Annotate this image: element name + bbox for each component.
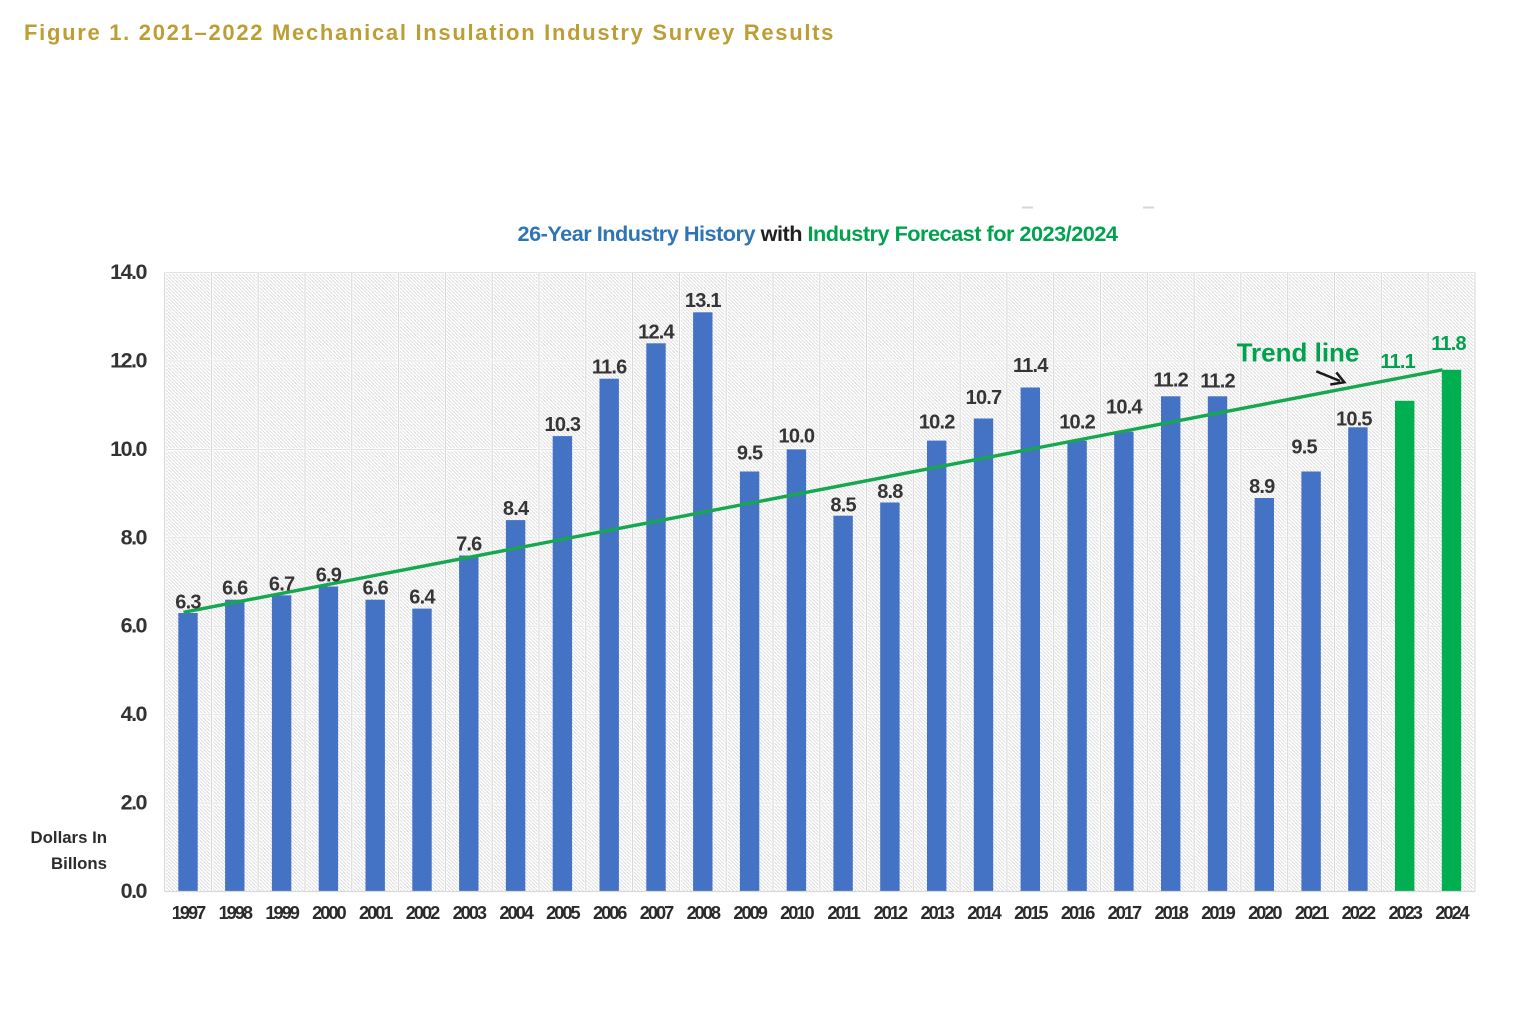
svg-text:9.5: 9.5 bbox=[1291, 437, 1317, 459]
svg-text:2001: 2001 bbox=[359, 903, 393, 923]
svg-text:2015: 2015 bbox=[1014, 903, 1048, 923]
svg-text:13.1: 13.1 bbox=[685, 290, 721, 312]
svg-text:2002: 2002 bbox=[406, 903, 440, 923]
svg-text:10.0: 10.0 bbox=[110, 437, 147, 461]
svg-text:2014: 2014 bbox=[967, 903, 1002, 923]
svg-text:26-Year Industry History with: 26-Year Industry History with Industry F… bbox=[518, 221, 1118, 246]
svg-text:Dollars In: Dollars In bbox=[31, 828, 107, 847]
svg-text:Figure 1. 2021–2022 Mechanical: Figure 1. 2021–2022 Mechanical Insulatio… bbox=[24, 20, 835, 45]
svg-text:11.4: 11.4 bbox=[1013, 355, 1049, 377]
svg-text:11.2: 11.2 bbox=[1153, 369, 1188, 391]
svg-text:Billons: Billons bbox=[51, 854, 107, 873]
svg-text:Trend line: Trend line bbox=[1237, 338, 1360, 368]
svg-text:0.0: 0.0 bbox=[121, 879, 148, 903]
svg-text:8.0: 8.0 bbox=[121, 525, 148, 549]
svg-text:11.2: 11.2 bbox=[1200, 370, 1235, 392]
svg-text:10.3: 10.3 bbox=[545, 414, 581, 436]
svg-text:4.0: 4.0 bbox=[121, 702, 148, 726]
svg-text:2013: 2013 bbox=[920, 903, 954, 923]
svg-text:6.6: 6.6 bbox=[362, 578, 388, 600]
svg-text:12.0: 12.0 bbox=[110, 349, 147, 373]
svg-text:8.4: 8.4 bbox=[503, 498, 530, 520]
svg-text:7.6: 7.6 bbox=[456, 534, 482, 556]
svg-text:6.9: 6.9 bbox=[316, 565, 342, 587]
svg-text:2005: 2005 bbox=[546, 903, 580, 923]
svg-text:6.6: 6.6 bbox=[222, 578, 248, 600]
svg-text:2009: 2009 bbox=[733, 903, 767, 923]
svg-text:11.6: 11.6 bbox=[592, 357, 627, 379]
svg-text:2020: 2020 bbox=[1248, 903, 1282, 923]
svg-text:2016: 2016 bbox=[1061, 903, 1095, 923]
svg-text:8.8: 8.8 bbox=[877, 481, 903, 503]
svg-text:10.2: 10.2 bbox=[919, 412, 955, 434]
svg-text:2000: 2000 bbox=[312, 903, 346, 923]
svg-text:6.4: 6.4 bbox=[409, 587, 436, 609]
svg-text:8.9: 8.9 bbox=[1249, 476, 1275, 498]
svg-text:10.2: 10.2 bbox=[1059, 412, 1095, 434]
svg-text:8.5: 8.5 bbox=[830, 495, 856, 517]
svg-text:2003: 2003 bbox=[453, 903, 487, 923]
svg-text:2022: 2022 bbox=[1342, 903, 1376, 923]
svg-text:2023: 2023 bbox=[1388, 903, 1422, 923]
svg-text:6.7: 6.7 bbox=[269, 573, 295, 595]
svg-text:14.0: 14.0 bbox=[110, 260, 147, 284]
svg-text:2021: 2021 bbox=[1295, 903, 1329, 923]
svg-text:2012: 2012 bbox=[874, 903, 908, 923]
svg-text:2007: 2007 bbox=[640, 903, 674, 923]
svg-text:1999: 1999 bbox=[265, 903, 299, 923]
svg-text:2017: 2017 bbox=[1108, 903, 1142, 923]
svg-text:2006: 2006 bbox=[593, 903, 627, 923]
svg-text:12.4: 12.4 bbox=[638, 321, 675, 343]
svg-text:2008: 2008 bbox=[687, 903, 721, 923]
svg-text:2024: 2024 bbox=[1435, 903, 1470, 923]
svg-text:2.0: 2.0 bbox=[121, 791, 148, 815]
svg-text:1998: 1998 bbox=[219, 903, 253, 923]
svg-text:2011: 2011 bbox=[827, 903, 860, 923]
svg-text:11.1: 11.1 bbox=[1380, 351, 1415, 373]
svg-text:2018: 2018 bbox=[1154, 903, 1188, 923]
svg-text:10.4: 10.4 bbox=[1106, 397, 1143, 419]
svg-text:10.5: 10.5 bbox=[1336, 408, 1372, 430]
svg-text:6.3: 6.3 bbox=[175, 592, 201, 614]
svg-text:9.5: 9.5 bbox=[737, 443, 763, 465]
svg-text:11.8: 11.8 bbox=[1431, 333, 1466, 355]
svg-text:1997: 1997 bbox=[172, 903, 206, 923]
svg-text:6.0: 6.0 bbox=[121, 614, 148, 638]
svg-text:10.0: 10.0 bbox=[779, 425, 815, 447]
svg-text:2010: 2010 bbox=[780, 903, 814, 923]
svg-text:2019: 2019 bbox=[1201, 903, 1235, 923]
svg-text:10.7: 10.7 bbox=[966, 387, 1002, 409]
svg-text:2004: 2004 bbox=[499, 903, 534, 923]
